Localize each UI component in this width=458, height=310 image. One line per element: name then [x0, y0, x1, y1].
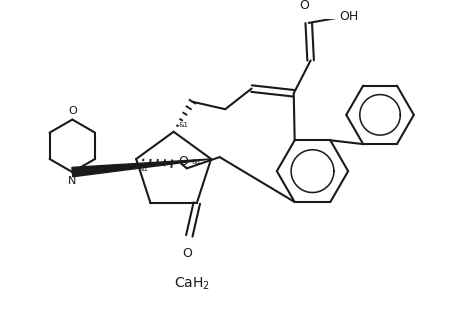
Text: O: O: [182, 247, 192, 260]
Text: &1: &1: [192, 159, 202, 165]
Text: &1: &1: [139, 166, 149, 172]
Text: O: O: [68, 106, 76, 116]
Text: &1: &1: [178, 122, 188, 128]
Text: OH: OH: [339, 10, 358, 23]
Text: N: N: [68, 176, 76, 186]
Text: CaH$_2$: CaH$_2$: [174, 276, 210, 292]
Text: O: O: [178, 155, 188, 168]
Text: O: O: [299, 0, 309, 12]
Polygon shape: [72, 159, 211, 177]
